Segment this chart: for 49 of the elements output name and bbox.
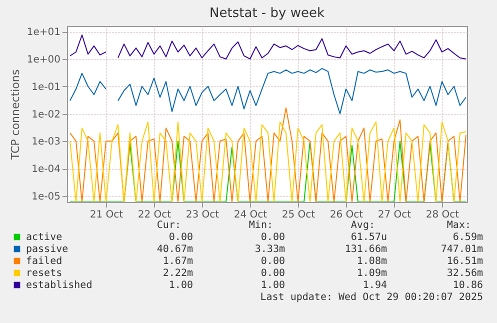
text: 1.09m xyxy=(356,268,387,279)
text: 1.94 xyxy=(362,280,387,291)
text: 1.00 xyxy=(260,280,285,291)
legend-label: failed xyxy=(26,256,62,267)
x-tick-label: 22 Oct xyxy=(138,210,172,220)
x-tick-label: 21 Oct xyxy=(90,210,124,220)
line-series xyxy=(70,107,466,202)
y-tick-label: 1e-03 xyxy=(32,136,60,148)
text: 16.51m xyxy=(446,256,483,267)
line-series xyxy=(70,122,466,202)
text: 0.00 xyxy=(260,232,285,243)
x-tick-label: 26 Oct xyxy=(330,210,364,220)
text: 2.22m xyxy=(162,268,193,279)
text: 10.86 xyxy=(452,280,483,291)
legend-label: active xyxy=(26,232,62,243)
text: 0.00 xyxy=(260,256,285,267)
y-tick-label: 1e+00 xyxy=(26,54,60,66)
text: Min: xyxy=(248,220,273,231)
chart-title: Netstat - by week xyxy=(210,6,325,21)
text: 747.01m xyxy=(440,244,483,255)
y-tick-label: 1e-05 xyxy=(32,191,60,202)
text: 0.00 xyxy=(168,232,193,243)
y-tick-label: 1e+01 xyxy=(26,27,60,38)
text: 1.67m xyxy=(162,256,193,267)
text: 32.56m xyxy=(446,268,483,279)
text: Cur: xyxy=(156,220,181,231)
text: Max: xyxy=(446,220,471,231)
text: Last update: Wed Oct 29 00:20:07 2025 xyxy=(260,292,483,303)
text: 1.00 xyxy=(168,280,193,291)
text: Avg: xyxy=(350,220,375,231)
legend-label: resets xyxy=(26,268,62,279)
legend-label: established xyxy=(26,280,92,291)
text: 40.67m xyxy=(156,244,193,255)
x-tick-label: 25 Oct xyxy=(282,210,316,220)
text: 1.08m xyxy=(356,256,387,267)
y-tick-label: 1e-04 xyxy=(32,164,60,176)
text: 6.59m xyxy=(452,232,483,243)
y-tick-label: 1e-02 xyxy=(32,109,60,120)
text: 61.57u xyxy=(350,232,387,243)
text: 3.33m xyxy=(254,244,285,255)
x-tick-label: 27 Oct xyxy=(378,210,412,220)
x-tick-label: 28 Oct xyxy=(426,210,460,220)
x-tick-label: 24 Oct xyxy=(234,210,268,220)
legend-label: passive xyxy=(26,244,68,255)
text: 0.00 xyxy=(260,268,285,279)
x-tick-label: 23 Oct xyxy=(186,210,220,220)
y-tick-label: 1e-01 xyxy=(32,82,60,93)
text: 131.66m xyxy=(344,244,387,255)
y-axis-title: TCP connections xyxy=(8,69,22,161)
